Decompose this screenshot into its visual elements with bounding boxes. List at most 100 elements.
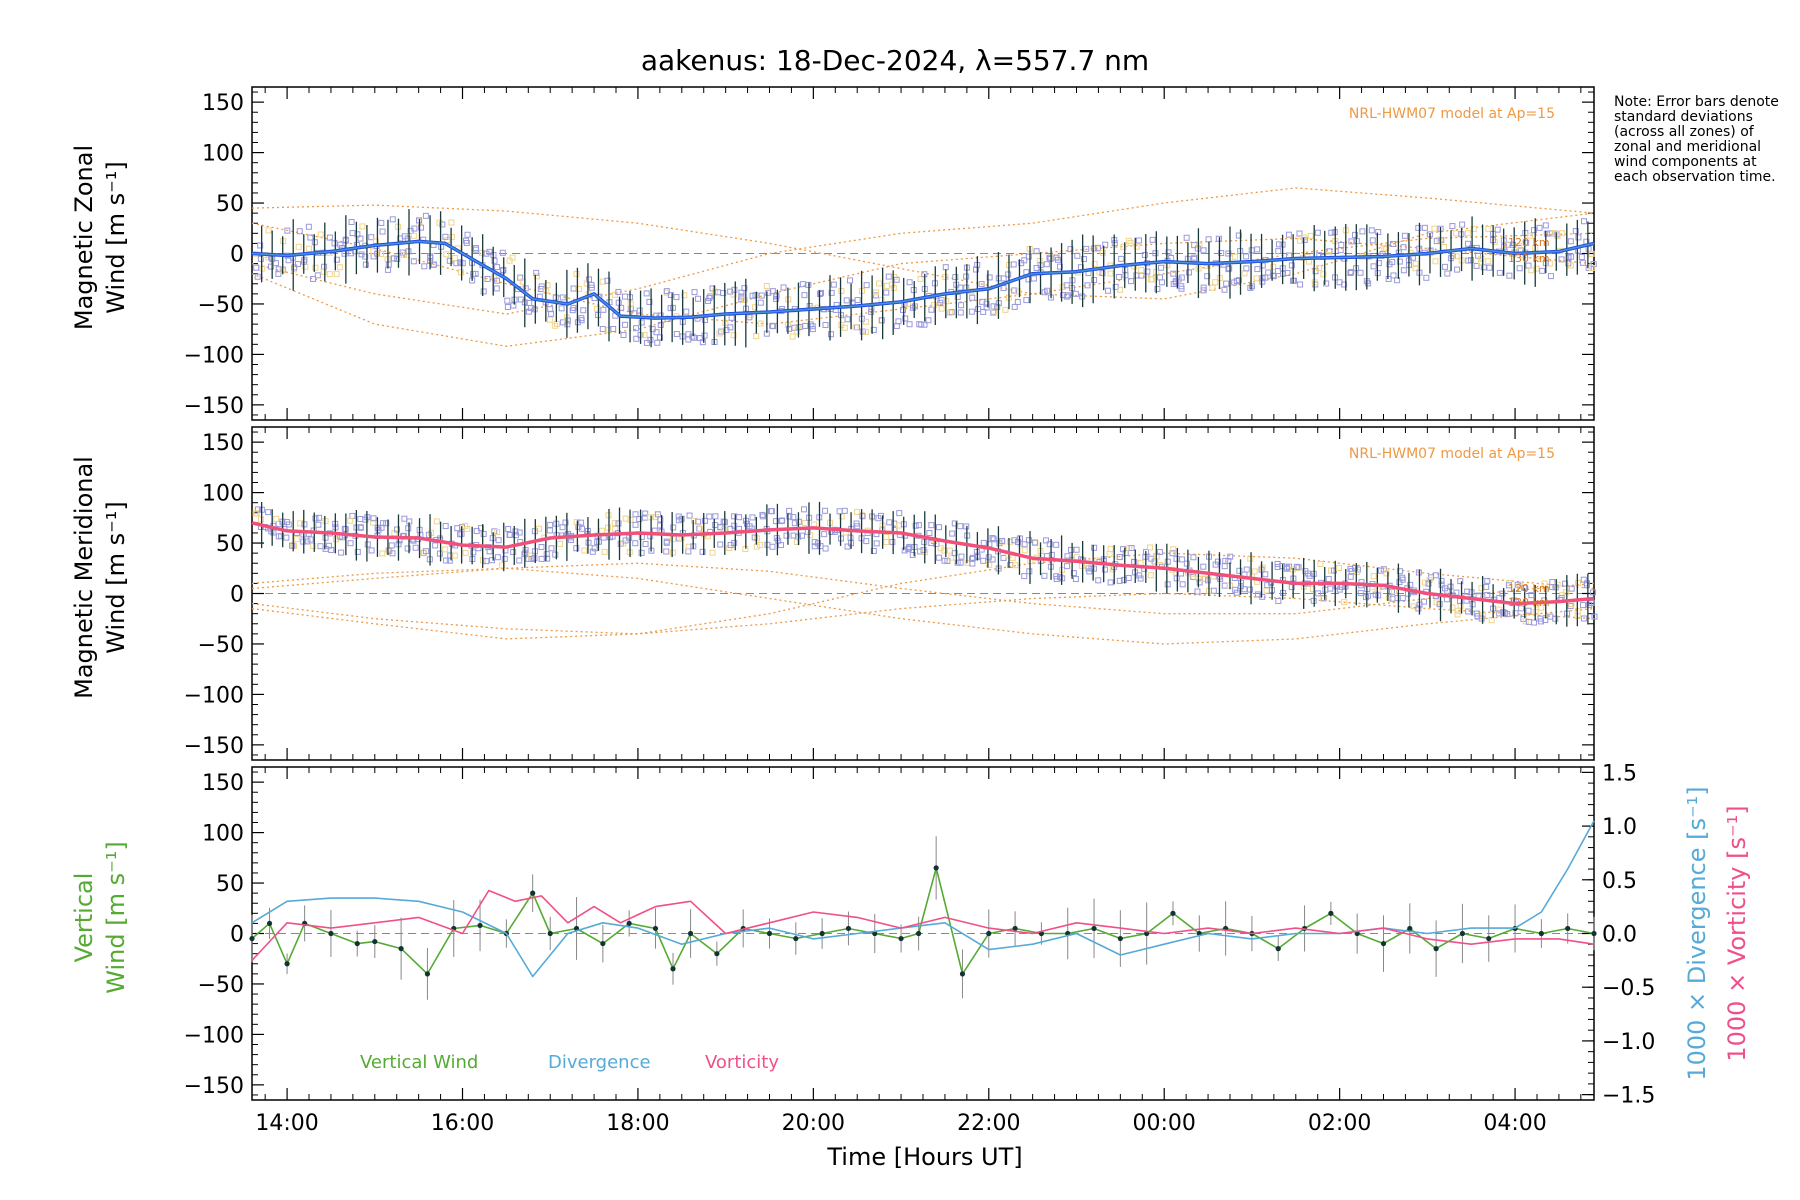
- vertical-wind-point: [1407, 925, 1413, 932]
- scatter-point: [794, 539, 801, 546]
- scatter-point: [1032, 540, 1039, 547]
- scatter-point: [295, 243, 302, 250]
- scatter-point: [1321, 595, 1328, 602]
- scatter-point: [622, 515, 629, 522]
- scatter-point: [1218, 250, 1225, 257]
- scatter-point: [331, 240, 338, 247]
- scatter-point: [1539, 267, 1546, 274]
- y-axis-label-line: Magnetic Meridional: [70, 456, 98, 699]
- scatter-point: [1214, 558, 1221, 565]
- scatter-point: [822, 322, 829, 329]
- scatter-point: [1116, 554, 1123, 561]
- scatter-point: [312, 264, 319, 271]
- scatter-point: [1464, 230, 1471, 237]
- scatter-point: [526, 299, 533, 306]
- scatter-point: [1431, 225, 1438, 232]
- scatter-point: [1138, 272, 1145, 279]
- scatter-point: [799, 281, 806, 288]
- x-tick-label: 04:00: [1483, 1111, 1546, 1136]
- scatter-point: [1021, 257, 1028, 264]
- vertical-wind-point: [959, 971, 966, 977]
- y2-tick-label: −1.5: [1602, 1084, 1655, 1109]
- scatter-point: [989, 556, 996, 563]
- scatter-point: [268, 263, 275, 270]
- scatter-point: [980, 557, 987, 564]
- scatter-point: [670, 524, 677, 531]
- scatter-point: [757, 320, 764, 327]
- scatter-point: [284, 227, 291, 234]
- vertical-wind-point: [1565, 925, 1571, 932]
- scatter-point: [946, 547, 953, 554]
- vertical-wind-point: [547, 930, 553, 937]
- scatter-point: [1137, 559, 1144, 566]
- scatter-point: [669, 549, 676, 556]
- scatter-point: [285, 521, 292, 528]
- scatter-point: [1320, 595, 1327, 602]
- scatter-point: [717, 541, 724, 548]
- y-tick-label: 100: [202, 822, 244, 847]
- scatter-point: [686, 512, 693, 519]
- scatter-point: [1149, 276, 1156, 283]
- scatter-point: [305, 223, 312, 230]
- scatter-point: [1425, 580, 1432, 587]
- scatter-point: [1156, 548, 1163, 555]
- scatter-point: [433, 518, 440, 525]
- scatter-point: [333, 270, 340, 277]
- scatter-point: [1011, 537, 1018, 544]
- scatter-point: [1030, 275, 1037, 282]
- vertical-wind-point: [284, 961, 290, 967]
- scatter-point: [422, 212, 429, 219]
- scatter-point: [1248, 247, 1255, 254]
- scatter-point: [316, 514, 323, 521]
- scatter-point: [457, 531, 464, 538]
- scatter-point: [1091, 260, 1098, 267]
- scatter-point: [1270, 273, 1277, 280]
- scatter-point: [1580, 218, 1587, 225]
- scatter-point: [556, 540, 563, 547]
- scatter-point: [1247, 284, 1254, 291]
- scatter-point: [1562, 580, 1569, 587]
- scatter-point: [495, 537, 502, 544]
- meridional-wind-mean-line: [251, 521, 1595, 606]
- scatter-point: [885, 273, 892, 280]
- y2-tick-label: 0.5: [1602, 869, 1637, 894]
- scatter-point: [341, 525, 348, 532]
- scatter-point: [841, 324, 848, 331]
- scatter-point: [799, 532, 806, 539]
- scatter-point: [1107, 545, 1114, 552]
- scatter-point: [1580, 576, 1587, 583]
- scatter-point: [796, 324, 803, 331]
- vertical-wind-point: [530, 890, 536, 896]
- scatter-point: [902, 315, 909, 322]
- scatter-point: [578, 519, 585, 526]
- scatter-point: [954, 293, 961, 300]
- scatter-point: [757, 299, 764, 306]
- y-tick-label: 50: [216, 192, 244, 217]
- scatter-point: [1385, 275, 1392, 282]
- vertical-wind-point: [249, 935, 255, 942]
- scatter-point: [338, 549, 345, 556]
- divergence-line: [251, 820, 1595, 978]
- scatter-point: [709, 549, 716, 556]
- model-curve: [251, 592, 1595, 635]
- scatter-point: [322, 534, 329, 541]
- vertical-wind-point: [1433, 946, 1439, 952]
- scatter-point: [301, 521, 308, 528]
- scatter-point: [1537, 256, 1544, 263]
- y-tick-label: 50: [216, 532, 244, 557]
- scatter-point: [1396, 568, 1403, 575]
- scatter-point: [1449, 223, 1456, 230]
- scatter-point: [633, 325, 640, 332]
- x-tick-label: 20:00: [782, 1111, 845, 1136]
- scatter-point: [509, 254, 516, 261]
- vertical-wind-point: [1486, 935, 1492, 942]
- scatter-point: [657, 522, 664, 529]
- scatter-point: [1559, 230, 1566, 237]
- scatter-point: [1459, 221, 1466, 228]
- scatter-point: [522, 285, 529, 292]
- scatter-point: [778, 518, 785, 525]
- scatter-point: [1483, 583, 1490, 590]
- scatter-point: [538, 544, 545, 551]
- x-tick-label: 14:00: [255, 1111, 318, 1136]
- vertical-wind-point: [1591, 930, 1597, 937]
